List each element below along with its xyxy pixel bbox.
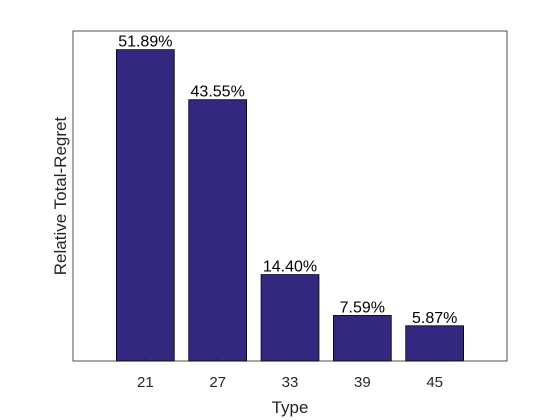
bar-33 — [260, 274, 320, 362]
x-tick-label-39: 39 — [354, 374, 371, 391]
x-tick-label-33: 33 — [282, 374, 299, 391]
x-tick-label-21: 21 — [137, 374, 154, 391]
bar-27 — [188, 99, 247, 362]
data-labels-group: 51.89% 43.55% 14.40% 7.59% 5.87% — [118, 34, 457, 327]
bar-39 — [332, 315, 392, 362]
data-label-39: 7.59% — [340, 299, 385, 316]
x-axis-label: Type — [272, 398, 309, 417]
bars-group — [116, 49, 465, 362]
data-label-45: 5.87% — [412, 310, 457, 327]
x-ticks-group: 21 27 33 39 45 — [137, 357, 443, 391]
bar-21 — [116, 49, 175, 362]
data-label-21: 51.89% — [118, 34, 172, 51]
y-axis-label: Relative Total-Regret — [51, 117, 70, 276]
x-tick-label-45: 45 — [426, 374, 443, 391]
bar-45 — [405, 325, 465, 362]
data-label-27: 43.55% — [191, 84, 245, 101]
data-label-33: 14.40% — [263, 259, 317, 276]
x-tick-label-27: 27 — [209, 374, 226, 391]
